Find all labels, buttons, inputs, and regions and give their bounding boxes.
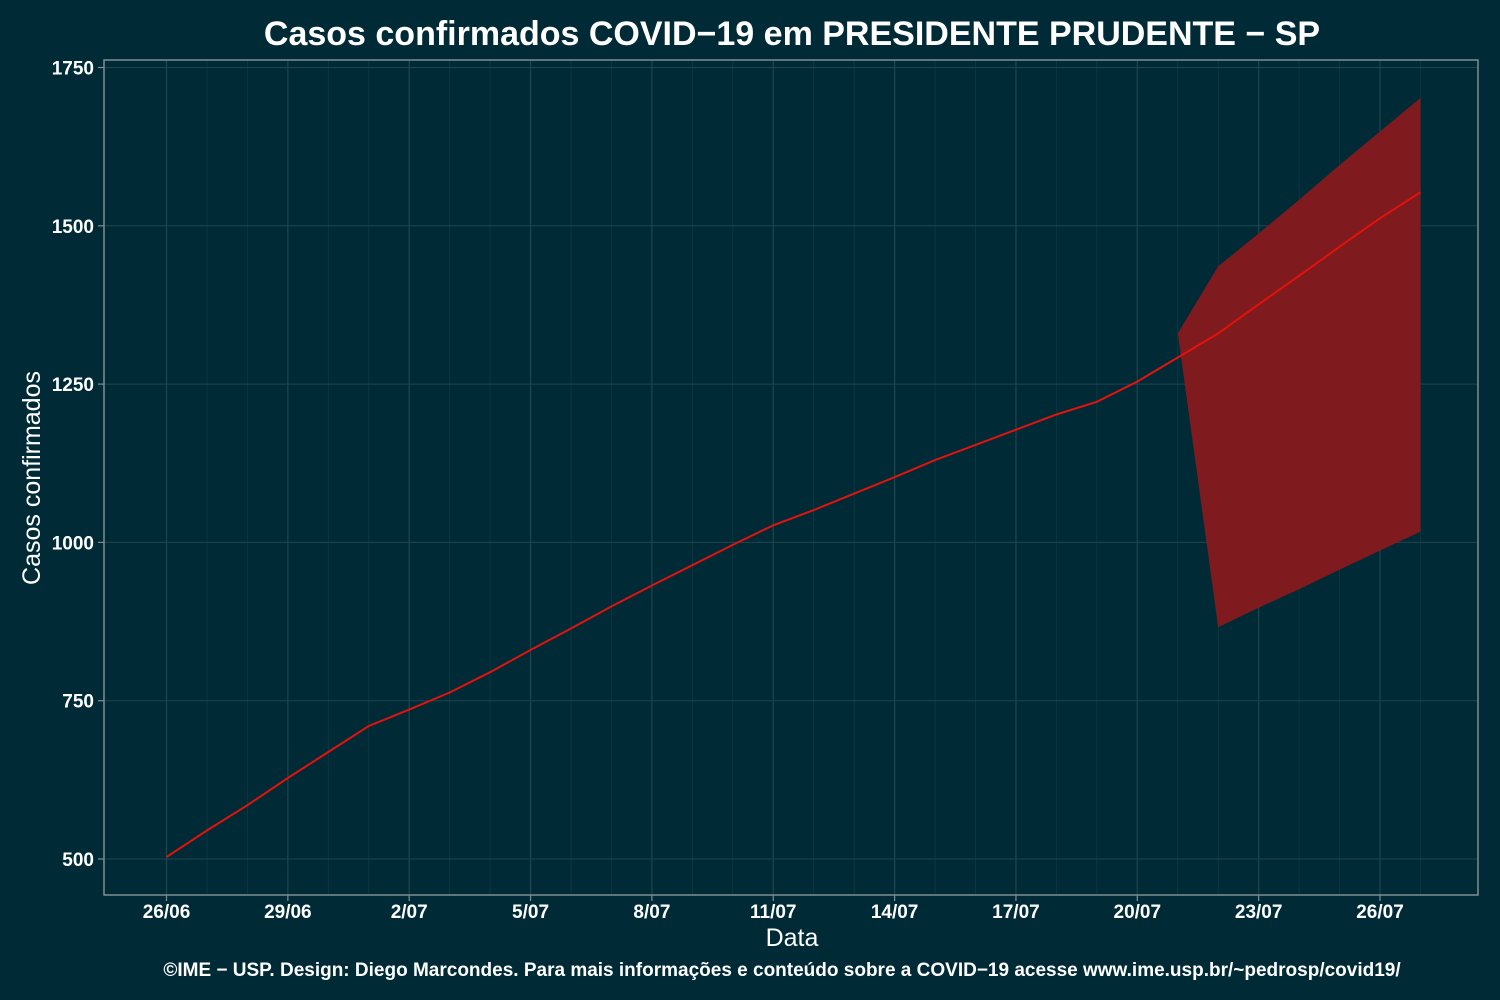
y-axis-title: Casos confirmados	[18, 371, 46, 585]
y-tick-label: 1750	[52, 59, 94, 80]
x-tick-label: 17/07	[992, 902, 1040, 923]
x-tick-label: 26/06	[143, 902, 191, 923]
x-tick-label: 20/07	[1114, 902, 1162, 923]
y-axis-ticks: 500 750 1000 1250 1500 1750	[52, 59, 104, 871]
grid-lines	[104, 60, 1478, 895]
x-axis-title: Data	[766, 924, 819, 952]
x-tick-label: 26/07	[1356, 902, 1404, 923]
prediction-band	[1177, 97, 1421, 628]
y-tick-label: 1500	[52, 217, 94, 238]
x-tick-label: 14/07	[871, 902, 919, 923]
x-tick-label: 29/06	[264, 902, 312, 923]
y-tick-label: 1000	[52, 533, 94, 554]
x-tick-label: 2/07	[391, 902, 428, 923]
chart-title: Casos confirmados COVID−19 em PRESIDENTE…	[264, 15, 1320, 53]
chart-caption: ©IME − USP. Design: Diego Marcondes. Par…	[163, 960, 1401, 981]
x-tick-label: 8/07	[633, 902, 670, 923]
plot-border	[103, 59, 1479, 896]
x-tick-label: 11/07	[750, 902, 797, 923]
prediction-band-layer	[1177, 97, 1421, 628]
series-line-layer	[165, 191, 1422, 858]
y-tick-label: 1250	[52, 375, 94, 396]
x-tick-label: 5/07	[512, 902, 549, 923]
x-axis-ticks: 26/06 29/06 2/07 5/07 8/07 11/07 14/07 17/07 20/…	[143, 895, 1404, 923]
y-tick-label: 500	[62, 850, 94, 871]
x-tick-label: 23/07	[1235, 902, 1283, 923]
y-tick-label: 750	[62, 692, 94, 713]
series-line	[165, 191, 1422, 858]
